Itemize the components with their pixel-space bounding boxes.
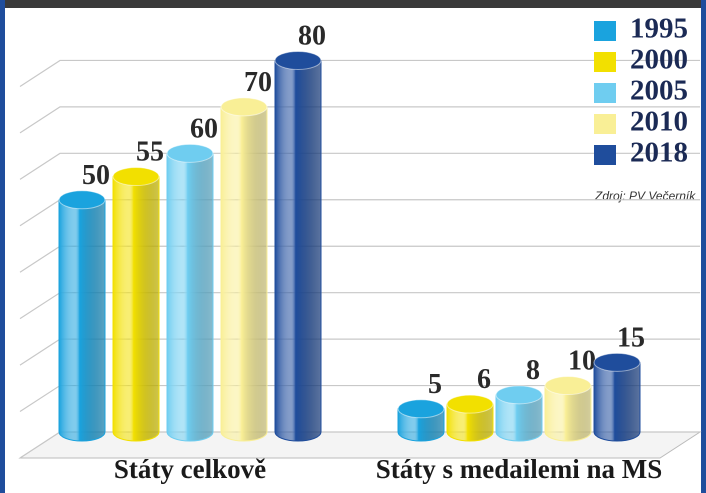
legend-swatch: [594, 21, 616, 41]
bar-top: [274, 50, 322, 70]
value-label: 5: [428, 369, 442, 400]
value-label: 50: [82, 160, 110, 191]
value-label: 10: [568, 346, 596, 377]
legend-swatch: [594, 114, 616, 134]
bar-fill: [113, 176, 159, 442]
bar-top: [166, 143, 214, 163]
top-bar: [0, 0, 706, 8]
value-label: 60: [190, 113, 218, 144]
bar-top: [220, 97, 268, 117]
value-label: 15: [617, 322, 645, 353]
value-label: 80: [298, 20, 326, 51]
source: Zdroj: PV Večerník: [594, 189, 696, 203]
bar-top: [544, 376, 592, 396]
category-label: Státy s medailemi na MS: [376, 454, 663, 484]
bar-fill: [545, 385, 591, 441]
grid-line: [19, 152, 700, 180]
legend-swatch: [594, 52, 616, 72]
bar-fill: [594, 362, 640, 441]
grid-line: [19, 59, 700, 87]
value-label: 6: [477, 364, 491, 395]
bar-fill: [275, 60, 321, 441]
bar-top: [593, 352, 641, 372]
bar-fill: [496, 394, 542, 441]
legend-label: 2005: [630, 75, 688, 107]
legend-label: 1995: [630, 13, 688, 45]
right-border: [701, 0, 706, 493]
legend-swatch: [594, 145, 616, 165]
bar-fill: [221, 106, 267, 441]
bar-fill: [447, 404, 493, 441]
value-label: 55: [136, 137, 164, 168]
category-label: Státy celkově: [114, 454, 266, 484]
bar-top: [446, 394, 494, 414]
bar-top: [112, 167, 160, 187]
value-label: 8: [526, 355, 540, 386]
legend-label: 2010: [630, 106, 688, 138]
legend-label: 2000: [630, 44, 688, 76]
value-label: 70: [244, 67, 272, 98]
legend-label: 2018: [630, 137, 688, 169]
bar-top: [495, 385, 543, 405]
left-border: [0, 0, 5, 493]
bar-top: [397, 399, 445, 419]
grid-line: [19, 106, 700, 134]
legend-swatch: [594, 83, 616, 103]
bar-fill: [59, 199, 105, 441]
bar-fill: [167, 153, 213, 442]
bar-top: [58, 190, 106, 210]
